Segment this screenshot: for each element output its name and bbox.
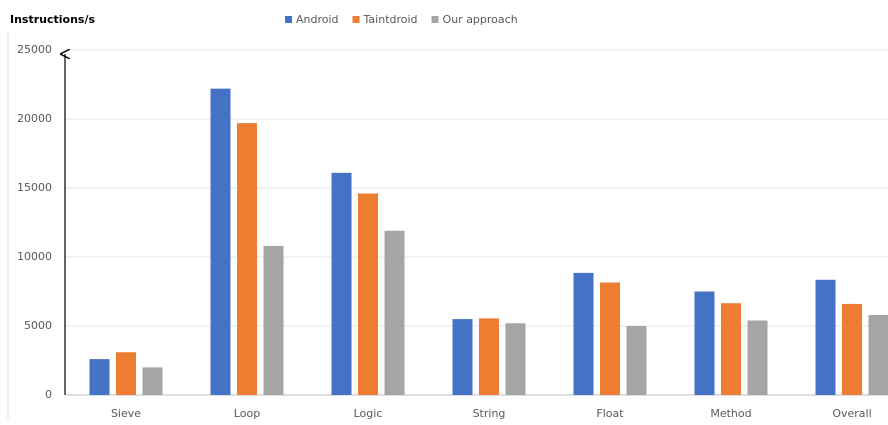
legend-swatch xyxy=(352,16,360,23)
bar xyxy=(263,245,284,395)
legend-label: Taintdroid xyxy=(363,13,418,26)
bar xyxy=(694,291,715,395)
legend-label: Android xyxy=(296,13,339,26)
bar xyxy=(600,282,620,395)
x-tick-label: Sieve xyxy=(111,407,141,420)
x-tick-label: Overall xyxy=(832,407,871,420)
bar xyxy=(237,123,257,395)
bar xyxy=(868,314,888,395)
chart-title: Instructions/s xyxy=(10,13,95,26)
bar xyxy=(210,88,231,395)
legend-swatch xyxy=(285,16,292,23)
bar xyxy=(842,303,862,395)
x-tick-label: Logic xyxy=(354,407,383,420)
y-tick-label: 25000 xyxy=(17,43,52,56)
y-tick-label: 5000 xyxy=(24,319,52,332)
y-tick-label: 20000 xyxy=(17,112,52,125)
bar xyxy=(384,230,405,395)
x-tick-label: Loop xyxy=(234,407,260,420)
bar xyxy=(142,367,163,395)
x-tick-label: Float xyxy=(596,407,624,420)
bar xyxy=(626,326,647,395)
y-tick-label: 15000 xyxy=(17,181,52,194)
bar xyxy=(815,279,836,395)
bar xyxy=(505,323,526,395)
y-tick-label: 0 xyxy=(45,388,52,401)
x-tick-label: String xyxy=(473,407,506,420)
bar xyxy=(721,303,741,395)
legend-swatch xyxy=(431,16,439,23)
y-tick-label: 10000 xyxy=(17,250,52,263)
bar xyxy=(89,359,110,395)
bar xyxy=(331,172,352,395)
bar xyxy=(358,193,378,395)
bar xyxy=(573,272,594,395)
x-tick-label: Method xyxy=(710,407,751,420)
bar xyxy=(116,352,136,395)
bar xyxy=(452,319,473,395)
legend-label: Our approach xyxy=(443,13,518,26)
bar xyxy=(747,320,768,395)
bar xyxy=(479,318,499,395)
